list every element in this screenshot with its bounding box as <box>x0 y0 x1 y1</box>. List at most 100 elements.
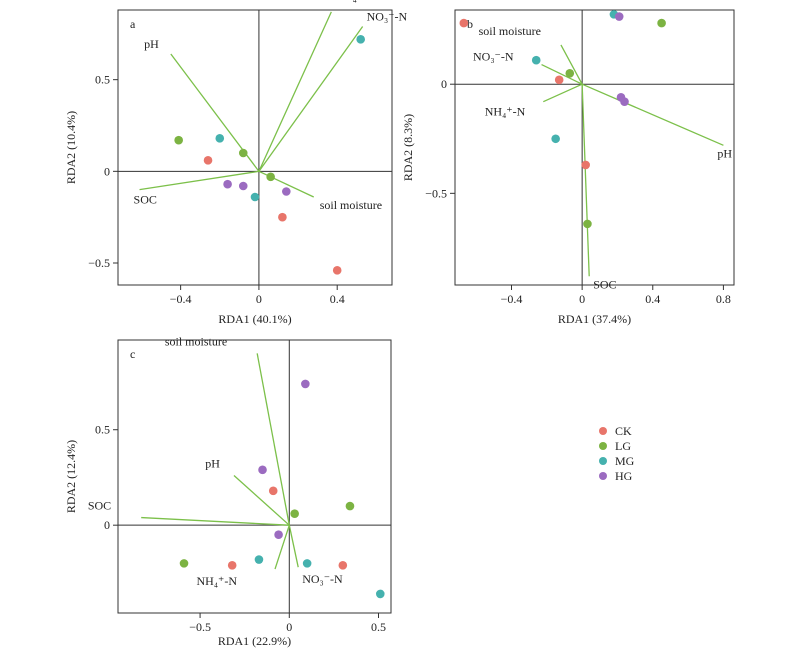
point-mg <box>356 35 365 44</box>
point-ck <box>227 560 237 570</box>
x-axis-label: RDA1 (37.4%) <box>558 312 631 326</box>
point-mg <box>531 55 541 65</box>
arrow-label: SOC <box>134 193 157 207</box>
arrow-label: NO₃⁻-N <box>367 10 408 24</box>
point-ck <box>268 486 278 496</box>
point-mg <box>250 192 260 202</box>
point-lg <box>179 559 189 568</box>
x-tick-label: 0.8 <box>716 292 731 306</box>
point-lg <box>174 135 183 145</box>
x-tick-label: 0.4 <box>645 292 660 306</box>
arrow-label: NO₃⁻-N <box>302 572 343 586</box>
y-tick-label: 0 <box>104 164 110 178</box>
point-lg <box>657 18 666 28</box>
arrow-nh-n <box>258 11 332 172</box>
arrow-no-n <box>258 26 364 172</box>
legend-marker-lg <box>599 442 607 450</box>
point-lg <box>565 68 575 78</box>
panel-c: −0.5 0 0.5 0 0.5 RDA1 (22.9%) RDA2 (12.4%) c soi… <box>64 334 392 648</box>
legend-marker-mg <box>599 457 607 465</box>
arrow-no-n <box>288 525 299 568</box>
point-hg <box>258 465 267 475</box>
arrow-soc <box>581 84 590 277</box>
x-tick-label: 0.4 <box>330 292 345 306</box>
point-hg <box>238 181 248 191</box>
arrow-label: SOC <box>88 499 111 513</box>
arrow-label: NO₃⁻-N <box>473 50 514 64</box>
x-tick-label: 0 <box>256 292 262 306</box>
panel-letter: c <box>130 347 135 361</box>
point-lg <box>583 219 592 229</box>
point-ck <box>338 560 348 570</box>
arrow-label: soil moisture <box>165 334 227 348</box>
panel-letter: a <box>130 17 136 31</box>
y-tick-label: −0.5 <box>425 186 447 200</box>
panel-a: −0.4 0 0.4 −0.5 0 0.5 RDA1 (40.1%) RDA2 (10.4%)… <box>64 0 407 326</box>
point-ck <box>278 212 287 222</box>
legend-label: LG <box>615 439 631 453</box>
point-mg <box>215 134 225 143</box>
arrow-ph <box>233 475 290 526</box>
legend-marker-ck <box>599 427 607 435</box>
legend-label: HG <box>615 469 633 483</box>
point-ck <box>459 18 469 28</box>
y-tick-label: 0 <box>104 518 110 532</box>
point-ck <box>203 156 213 165</box>
point-mg <box>551 134 560 144</box>
point-hg <box>301 379 310 389</box>
plot-frame <box>117 339 392 614</box>
x-tick-label: −0.4 <box>170 292 192 306</box>
point-lg <box>290 509 299 519</box>
x-axis-label: RDA1 (40.1%) <box>218 312 291 326</box>
y-tick-label: −0.5 <box>88 256 110 270</box>
y-tick-label: 0.5 <box>95 423 110 437</box>
legend-marker-hg <box>599 472 607 480</box>
arrow-nh-n <box>543 83 583 103</box>
arrow-label: pH <box>205 457 220 471</box>
arrow-nh-n <box>274 524 290 570</box>
plot-frame <box>454 9 735 286</box>
y-axis-label: RDA2 (10.4%) <box>64 111 78 184</box>
panel-b: −0.4 0 0.4 0.8 −0.5 0 RDA1 (37.4%) RDA2 (8.3%) b… <box>401 9 735 326</box>
point-ck <box>332 266 342 275</box>
point-hg <box>274 530 283 540</box>
x-tick-label: −0.5 <box>189 620 211 634</box>
arrow-label: pH <box>144 37 159 51</box>
point-mg <box>302 559 312 568</box>
point-hg <box>620 97 629 106</box>
arrow-label: soil moisture <box>320 198 382 212</box>
y-tick-label: 0 <box>441 77 447 91</box>
arrow-soil-moisture <box>560 44 583 85</box>
panel-letter: b <box>467 17 473 31</box>
arrow-label: NH₄⁺-N <box>335 0 376 3</box>
point-ck <box>581 160 590 170</box>
legend-label: CK <box>615 424 632 438</box>
y-tick-label: 0.5 <box>95 73 110 87</box>
arrow-soc <box>139 170 260 191</box>
point-ck <box>554 75 564 85</box>
x-tick-label: −0.4 <box>501 292 523 306</box>
point-lg <box>238 148 248 158</box>
arrow-label: SOC <box>593 277 616 291</box>
arrow-label: NH₄⁺-N <box>197 574 238 588</box>
x-tick-label: 0.5 <box>371 620 386 634</box>
arrow-no-n <box>541 63 583 85</box>
arrow-label: soil moisture <box>479 24 541 38</box>
point-lg <box>266 172 275 182</box>
point-mg <box>375 589 385 599</box>
y-axis-label: RDA2 (8.3%) <box>401 114 415 181</box>
point-hg <box>223 179 232 189</box>
plot-frame <box>117 9 393 286</box>
y-axis-label: RDA2 (12.4%) <box>64 440 78 513</box>
point-hg <box>614 12 624 21</box>
arrow-label: NH₄⁺-N <box>485 105 526 119</box>
legend-label: MG <box>615 454 635 468</box>
x-axis-label: RDA1 (22.9%) <box>218 634 291 648</box>
point-hg <box>282 187 291 196</box>
arrow-label: pH <box>717 146 732 160</box>
point-lg <box>345 501 355 511</box>
x-tick-label: 0 <box>286 620 292 634</box>
x-tick-label: 0 <box>579 292 585 306</box>
